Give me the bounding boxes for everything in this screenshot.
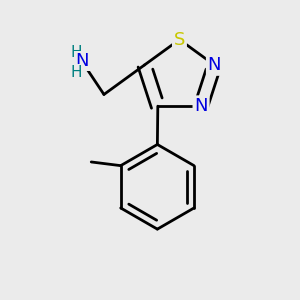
- Text: N: N: [208, 56, 221, 74]
- Text: H: H: [70, 45, 82, 60]
- Text: N: N: [194, 97, 208, 115]
- Text: H: H: [70, 65, 82, 80]
- Text: S: S: [174, 31, 185, 49]
- Text: N: N: [75, 52, 88, 70]
